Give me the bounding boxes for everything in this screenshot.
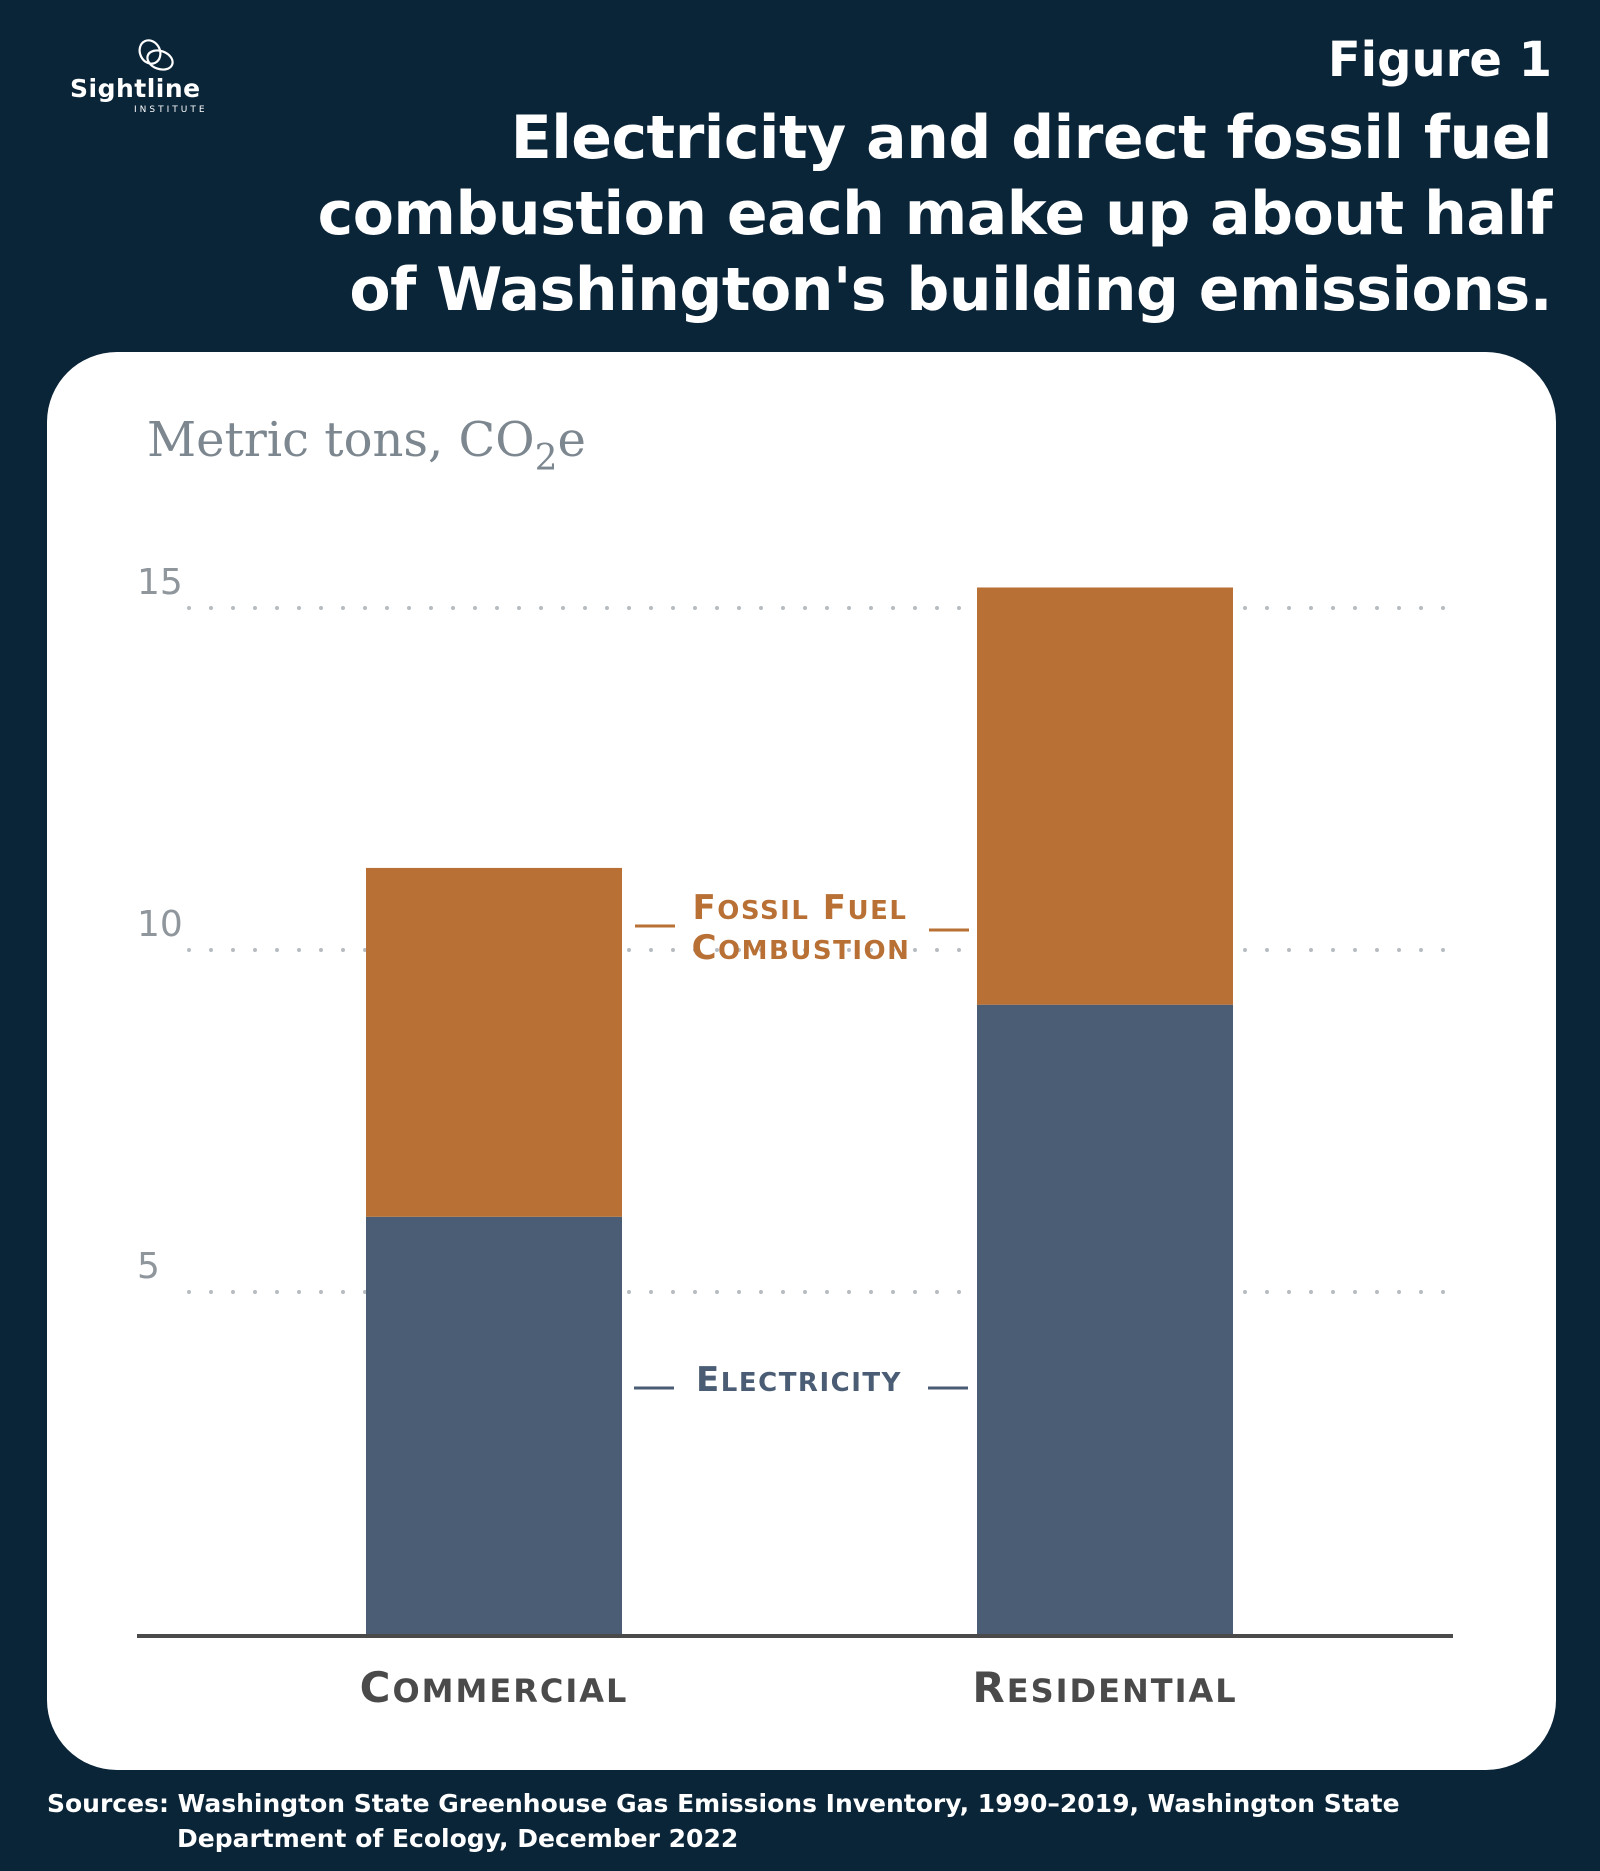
bar-commercial-electricity [366, 1216, 622, 1634]
y-tick-label-15: 15 [137, 562, 183, 603]
annotation-fossil-line-2: COMBUSTION [692, 928, 911, 968]
sightline-logo-icon [138, 39, 174, 71]
title-line-2: combustion each make up about half [317, 179, 1553, 249]
bar-residential-fossil-fuel-combustion [977, 587, 1233, 1005]
x-tick-label-residential: RESIDENTIAL [972, 1663, 1237, 1712]
sources-line-2: Department of Ecology, December 2022 [177, 1824, 739, 1853]
annotation-electricity: ELECTRICITY [696, 1360, 902, 1400]
x-tick-label-commercial: COMMERCIAL [360, 1663, 629, 1712]
sightline-logo: Sightline INSTITUTE [62, 38, 242, 128]
annotation-fossil-line-1: FOSSIL FUEL [693, 888, 908, 928]
title-line-3: of Washington's building emissions. [349, 255, 1552, 325]
sources-note: Sources: Washington State Greenhouse Gas… [47, 1786, 1567, 1856]
y-tick-label-10: 10 [137, 904, 183, 945]
bar-commercial-fossil-fuel-combustion [366, 867, 622, 1217]
figure-label: Figure 1 [1327, 32, 1552, 88]
sources-line-1: Sources: Washington State Greenhouse Gas… [47, 1789, 1400, 1818]
chart-card: Metric tons, CO2e 5 10 15 COMMERCIAL RESIDENT… [47, 352, 1556, 1770]
brand-name: Sightline [70, 74, 201, 103]
title-line-1: Electricity and direct fossil fuel [510, 103, 1553, 173]
bar-residential-electricity [977, 1004, 1233, 1634]
y-axis-label: Metric tons, CO2e [147, 412, 586, 479]
brand-sub: INSTITUTE [134, 105, 208, 115]
chart-title: Electricity and direct fossil fuel combu… [252, 100, 1553, 328]
y-tick-label-5: 5 [137, 1246, 160, 1287]
stacked-bar-chart: Metric tons, CO2e 5 10 15 COMMERCIAL RESIDENT… [137, 412, 1455, 1712]
